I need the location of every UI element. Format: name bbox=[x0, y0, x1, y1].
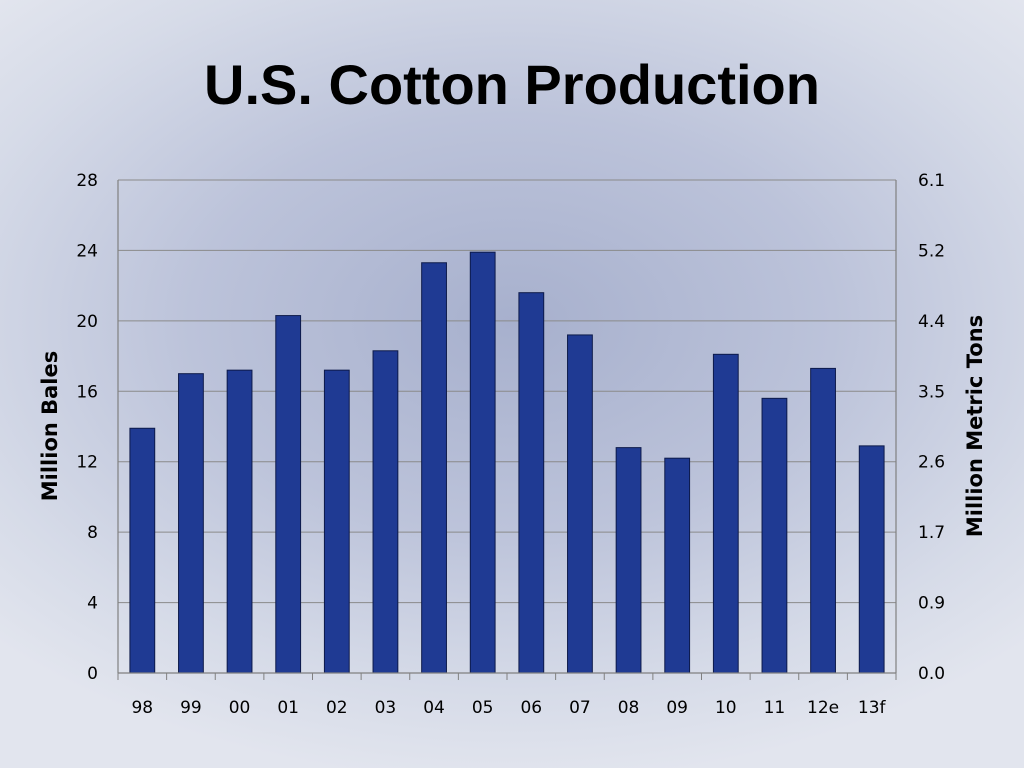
x-tick-label: 00 bbox=[229, 698, 251, 718]
y-tick-label: 0 bbox=[87, 664, 98, 684]
x-tick-label: 06 bbox=[520, 698, 542, 718]
bar-02 bbox=[323, 369, 350, 674]
bar-04 bbox=[421, 262, 447, 674]
bar-01 bbox=[275, 315, 302, 674]
y-tick-label: 24 bbox=[76, 241, 98, 261]
x-tick-label: 07 bbox=[569, 698, 591, 718]
y2-tick-label: 5.2 bbox=[918, 241, 945, 261]
bar-06 bbox=[518, 292, 545, 674]
x-tick-label: 98 bbox=[131, 698, 153, 718]
y-axis-label: Million Bales bbox=[38, 351, 62, 502]
y2-tick-label: 6.1 bbox=[918, 171, 945, 191]
y-tick-labels: 0 4 8 12 16 20 24 28 bbox=[76, 171, 98, 684]
x-tick-labels: 98 99 00 01 02 03 04 05 06 07 08 09 10 11 12e 13f bbox=[131, 698, 886, 718]
x-tick-label: 10 bbox=[715, 698, 737, 718]
y2-axis-label: Million Metric Tons bbox=[963, 315, 987, 537]
x-tick-label: 03 bbox=[375, 698, 397, 718]
bar-98 bbox=[129, 427, 156, 674]
y-tick-label: 12 bbox=[76, 453, 98, 473]
y2-tick-label: 4.4 bbox=[918, 312, 945, 332]
x-tick-label: 13f bbox=[858, 698, 887, 718]
x-tick-label: 09 bbox=[666, 698, 688, 718]
y2-tick-label: 0.0 bbox=[918, 664, 945, 684]
bar-12e bbox=[810, 367, 836, 674]
bar-11 bbox=[761, 397, 788, 674]
x-tick-label: 05 bbox=[472, 698, 494, 718]
x-tick-label: 11 bbox=[764, 698, 786, 718]
x-tick-label: 99 bbox=[180, 698, 202, 718]
bar-03 bbox=[372, 350, 399, 674]
y2-tick-label: 1.7 bbox=[918, 523, 945, 543]
y2-tick-label: 2.6 bbox=[918, 453, 945, 473]
y2-tick-labels: 0.0 0.9 1.7 2.6 3.5 4.4 5.2 6.1 bbox=[918, 171, 945, 684]
bar-05 bbox=[469, 251, 496, 674]
x-tick-label: 02 bbox=[326, 698, 348, 718]
bar-10 bbox=[712, 353, 739, 674]
x-tick-label: 12e bbox=[807, 698, 839, 718]
y-tick-label: 8 bbox=[87, 523, 98, 543]
bars bbox=[129, 251, 885, 674]
y2-tick-label: 3.5 bbox=[918, 382, 945, 402]
y2-tick-label: 0.9 bbox=[918, 594, 945, 614]
y-tick-label: 4 bbox=[87, 594, 98, 614]
x-tick-label: 08 bbox=[618, 698, 640, 718]
y-tick-label: 20 bbox=[76, 312, 98, 332]
y-tick-label: 28 bbox=[76, 171, 98, 191]
chart-title: U.S. Cotton Production bbox=[204, 53, 820, 116]
bar-00 bbox=[226, 369, 253, 674]
x-tick-label: 01 bbox=[277, 698, 299, 718]
x-tick-label: 04 bbox=[423, 698, 445, 718]
y-tick-label: 16 bbox=[76, 382, 98, 402]
bar-99 bbox=[178, 373, 204, 674]
bar-08 bbox=[615, 447, 642, 674]
bar-07 bbox=[567, 334, 593, 674]
bar-09 bbox=[664, 457, 691, 674]
bar-13f bbox=[858, 445, 885, 674]
